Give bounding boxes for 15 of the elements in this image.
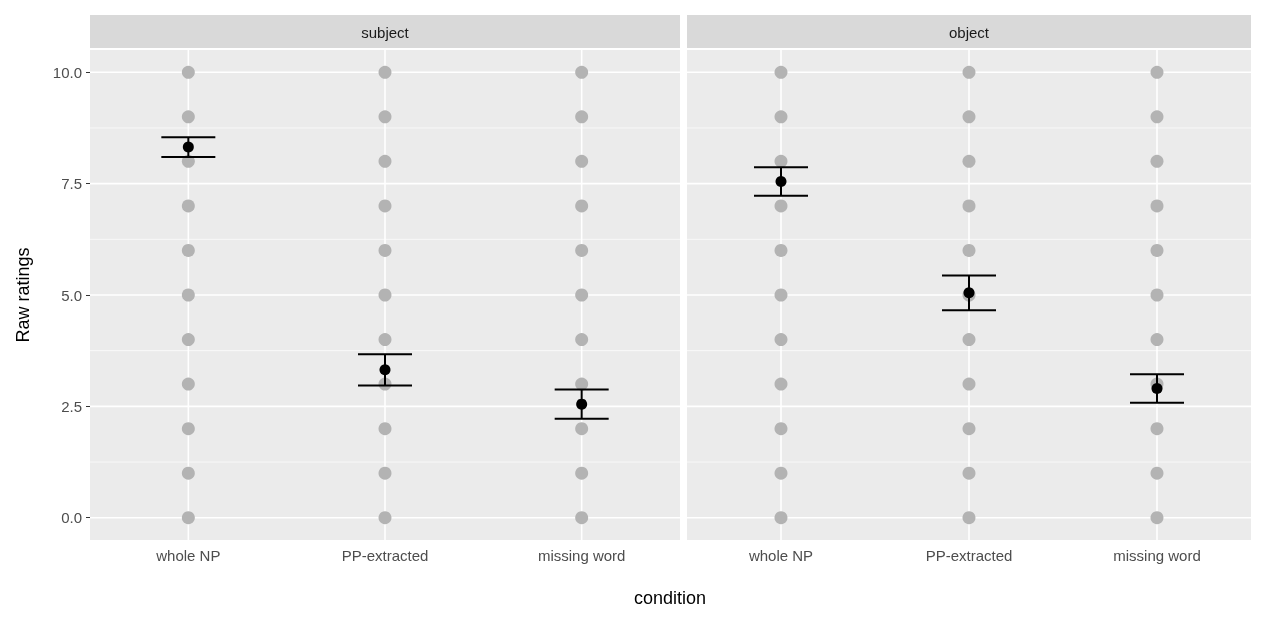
chart-title: subject [361, 23, 410, 41]
x-tick-label: whole NP [155, 547, 221, 564]
y-tick-label: 2.5 [61, 397, 82, 415]
x-tick-label: PP-extracted [341, 547, 429, 564]
y-tick-label: 0.0 [61, 509, 82, 527]
x-tick-label: PP-extracted [925, 547, 1013, 564]
x-tick-label: missing word [1113, 547, 1201, 564]
x-tick-label: missing word [537, 547, 626, 564]
y-tick-label: 5.0 [61, 286, 82, 304]
y-tick-label: 10.0 [52, 63, 82, 81]
y-axis-title: Raw ratings [13, 247, 33, 343]
y-tick-label: 7.5 [61, 175, 82, 193]
x-tick-label: whole NP [747, 547, 814, 564]
chart-title: object [948, 23, 990, 41]
x-axis-title: condition [632, 588, 708, 609]
